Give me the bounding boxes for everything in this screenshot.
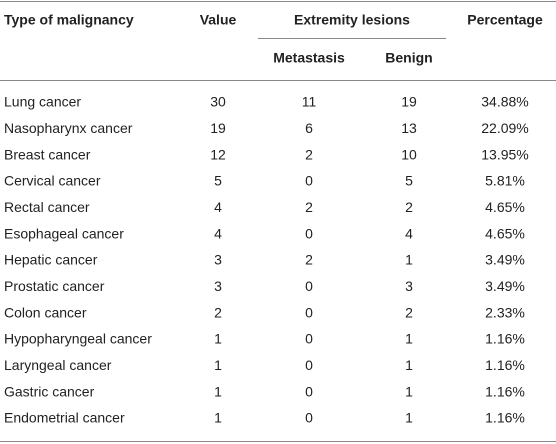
value-cell: 1 — [214, 331, 222, 347]
value-cell: 30 — [210, 94, 226, 110]
benign-cell: 13 — [401, 120, 417, 136]
metastasis-cell: 11 — [302, 94, 317, 110]
percentage-cell: 4.65% — [485, 199, 525, 215]
metastasis-cell: 2 — [305, 252, 313, 268]
percentage-cell: 1.16% — [485, 383, 525, 399]
percentage-cell: 22.09% — [481, 120, 528, 136]
malignancy-cell: Breast cancer — [4, 146, 91, 162]
malignancy-cell: Esophageal cancer — [4, 225, 124, 241]
benign-cell: 3 — [405, 278, 413, 294]
percentage-cell: 5.81% — [485, 173, 525, 189]
header: Value — [200, 12, 237, 28]
metastasis-cell: 6 — [305, 120, 313, 136]
value-cell: 4 — [214, 225, 222, 241]
benign-cell: 5 — [405, 173, 413, 189]
header: Benign — [385, 50, 432, 66]
benign-cell: 2 — [405, 199, 413, 215]
metastasis-cell: 2 — [305, 146, 313, 162]
percentage-cell: 1.16% — [485, 410, 525, 426]
metastasis-cell: 0 — [305, 357, 313, 373]
value-cell: 4 — [214, 199, 222, 215]
malignancy-cell: Cervical cancer — [4, 173, 101, 189]
percentage-cell: 3.49% — [485, 252, 525, 268]
benign-cell: 2 — [405, 304, 413, 320]
header: Extremity lesions — [294, 12, 410, 28]
benign-cell: 1 — [405, 252, 413, 268]
benign-cell: 1 — [405, 331, 413, 347]
metastasis-cell: 0 — [305, 383, 313, 399]
value-cell: 19 — [210, 120, 226, 136]
benign-cell: 10 — [401, 146, 417, 162]
value-cell: 3 — [214, 252, 222, 268]
benign-cell: 19 — [401, 94, 417, 110]
value-cell: 1 — [214, 410, 222, 426]
header: Type of malignancy — [4, 12, 134, 28]
percentage-cell: 2.33% — [485, 304, 525, 320]
metastasis-cell: 0 — [305, 331, 313, 347]
percentage-cell: 13.95% — [481, 146, 528, 162]
malignancy-cell: Lung cancer — [4, 94, 81, 110]
value-cell: 3 — [214, 278, 222, 294]
malignancy-cell: Hepatic cancer — [4, 252, 98, 268]
header: Percentage — [467, 12, 543, 28]
metastasis-cell: 0 — [305, 173, 313, 189]
percentage-cell: 1.16% — [485, 331, 525, 347]
percentage-cell: 3.49% — [485, 278, 525, 294]
value-cell: 5 — [214, 173, 222, 189]
percentage-cell: 34.88% — [481, 94, 528, 110]
value-cell: 2 — [214, 304, 222, 320]
malignancy-cell: Endometrial cancer — [4, 410, 125, 426]
metastasis-cell: 0 — [305, 304, 313, 320]
benign-cell: 1 — [405, 357, 413, 373]
metastasis-cell: 0 — [305, 410, 313, 426]
malignancy-cell: Laryngeal cancer — [4, 357, 112, 373]
metastasis-cell: 0 — [305, 225, 313, 241]
malignancy-cell: Colon cancer — [4, 304, 87, 320]
metastasis-cell: 2 — [305, 199, 313, 215]
malignancy-cell: Prostatic cancer — [4, 278, 105, 294]
malignancy-cell: Gastric cancer — [4, 383, 95, 399]
benign-cell: 4 — [405, 225, 413, 241]
benign-cell: 1 — [405, 383, 413, 399]
value-cell: 12 — [210, 146, 226, 162]
malignancy-cell: Rectal cancer — [4, 199, 90, 215]
malignancy-cell: Nasopharynx cancer — [4, 120, 133, 136]
header: Metastasis — [273, 50, 345, 66]
percentage-cell: 1.16% — [485, 357, 525, 373]
percentage-cell: 4.65% — [485, 225, 525, 241]
value-cell: 1 — [214, 383, 222, 399]
benign-cell: 1 — [405, 410, 413, 426]
malignancy-cell: Hypopharyngeal cancer — [4, 331, 152, 347]
value-cell: 1 — [214, 357, 222, 373]
metastasis-cell: 0 — [305, 278, 313, 294]
